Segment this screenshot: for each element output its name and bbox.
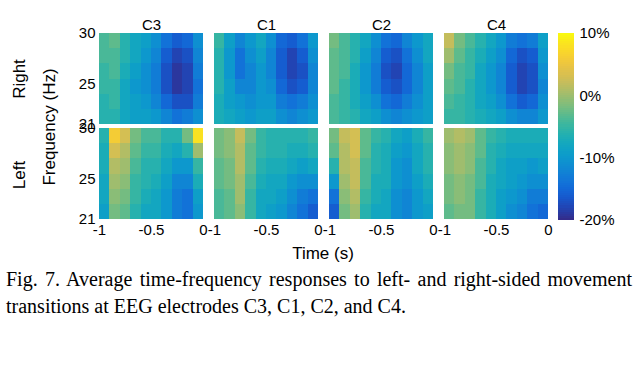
svg-text:-1: -1 xyxy=(208,221,221,238)
svg-text:25: 25 xyxy=(79,170,96,187)
svg-text:0%: 0% xyxy=(580,87,602,104)
svg-text:0: 0 xyxy=(199,221,207,238)
svg-text:-1: -1 xyxy=(323,221,336,238)
svg-text:30: 30 xyxy=(79,24,96,41)
html-text:Left: Left xyxy=(10,160,29,190)
svg-text:-1: -1 xyxy=(438,221,451,238)
html-text:Frequency (Hz): Frequency (Hz) xyxy=(40,68,59,186)
svg-text:-0.5: -0.5 xyxy=(484,221,510,238)
html-text:Fig. 7. Average time-frequency: Fig. 7. Average time-frequency responses… xyxy=(6,268,632,317)
svg-text:C1: C1 xyxy=(257,16,276,33)
svg-text:-1: -1 xyxy=(93,221,106,238)
svg-text:-0.5: -0.5 xyxy=(139,221,165,238)
svg-text:30: 30 xyxy=(79,119,96,136)
svg-text:-0.5: -0.5 xyxy=(254,221,280,238)
html-text:Time (s): Time (s) xyxy=(292,244,354,263)
html-text:Right: Right xyxy=(10,59,29,99)
svg-text:C4: C4 xyxy=(487,16,506,33)
svg-text:0: 0 xyxy=(429,221,437,238)
svg-text:-20%: -20% xyxy=(580,211,615,228)
svg-text:-0.5: -0.5 xyxy=(369,221,395,238)
svg-text:21: 21 xyxy=(78,210,96,228)
svg-text:0: 0 xyxy=(544,221,552,238)
svg-text:10%: 10% xyxy=(580,24,610,41)
svg-text:-10%: -10% xyxy=(580,149,615,166)
svg-text:C3: C3 xyxy=(142,16,161,33)
svg-text:25: 25 xyxy=(79,75,96,92)
svg-text:C2: C2 xyxy=(372,16,391,33)
svg-text:0: 0 xyxy=(314,221,322,238)
